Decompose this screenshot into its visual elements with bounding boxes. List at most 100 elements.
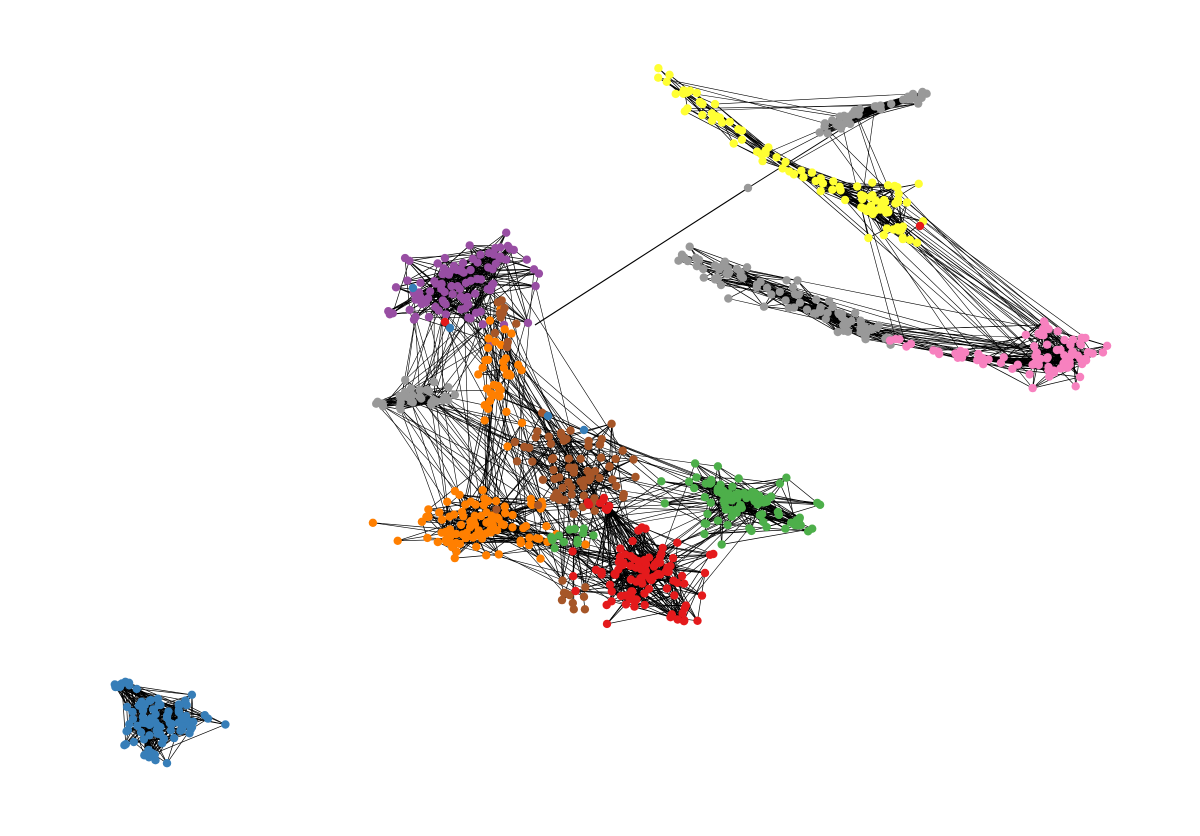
graph-node-pink-cluster [1032,348,1042,357]
graph-node-orange-cluster [466,517,475,527]
graph-edge [684,103,892,112]
graph-node-red-cluster [657,549,666,558]
graph-edge [464,420,486,505]
graph-edge [480,268,535,313]
graph-node-brown-cluster [590,506,599,515]
graph-node-gray-band-cluster [781,296,790,305]
graph-node-yellow-cluster [679,86,688,95]
graph-node-yellow-cluster [737,135,747,144]
graph-node-brown-cluster [629,455,638,464]
graph-node-brown-cluster [492,505,501,514]
graph-node-pink-cluster [951,349,960,358]
graph-node-yellow-cluster [758,156,767,166]
graph-edge [866,210,907,347]
graph-node-orange-cluster [485,316,495,325]
graph-node-red-cluster [619,558,628,568]
graph-node-green-cluster [570,524,580,534]
graph-node-purple-cluster [486,285,495,295]
graph-edge [505,259,522,371]
graph-node-yellow-cluster [772,153,781,162]
graph-node-purple-cluster [400,253,410,263]
graph-node-green-cluster [716,481,725,490]
graph-edge [404,257,444,301]
graph-node-pink-cluster [1076,354,1085,363]
graph-node-yellow-cluster [816,187,825,196]
graph-node-gray-band-cluster [850,308,860,318]
graph-node-yellow-cluster [797,166,806,175]
graph-node-orange-cluster [503,442,512,451]
graph-node-orange-cluster [483,355,493,365]
graph-edge [855,103,919,112]
graph-node-orange-cluster [517,418,527,428]
graph-node-gray-arm-cluster [871,102,881,111]
graph-node-gray-band-cluster [742,263,752,272]
graph-node-yellow-cluster [912,238,922,247]
graph-node-brown-cluster [605,462,614,471]
graph-edge [462,534,585,598]
graph-node-brown-cluster [576,454,585,463]
graph-node-green-cluster [548,536,557,545]
graph-node-orange-cluster [441,527,451,536]
graph-node-red-cluster [616,591,626,601]
graph-edge [382,406,539,506]
graph-edge [871,329,1048,358]
graph-node-orange-cluster [480,494,489,503]
graph-node-pink-cluster [885,336,895,345]
graph-node-yellow-cluster [914,179,923,188]
graph-node-brown-cluster [569,605,578,614]
graph-node-purple-cluster [489,279,498,288]
graph-node-brown-cluster [567,483,576,492]
graph-node-red-cluster [599,496,608,505]
graph-node-purple-cluster [458,258,468,268]
graph-edge [883,234,1019,365]
graph-node-green-cluster [761,495,771,504]
graph-edge [632,540,714,555]
graph-node-purple-cluster [421,298,430,307]
graph-node-gray-band-cluster [782,276,791,285]
graph-node-outlier [579,425,589,435]
graph-edge [658,77,850,117]
graph-edge [517,445,589,462]
graph-node-yellow-cluster [894,189,903,199]
graph-node-yellow-cluster [729,139,738,148]
graph-node-green-cluster [684,477,694,486]
graph-edge [714,278,757,288]
graph-node-purple-cluster [384,307,393,316]
graph-node-gray-band-cluster [720,257,730,266]
graph-edge [634,595,675,602]
graph-node-pink-cluster [1025,370,1034,379]
graph-node-red-cluster [700,568,710,578]
graph-node-brown-cluster [497,296,506,305]
graph-node-purple-cluster [405,305,414,315]
graph-node-red-cluster [697,591,707,600]
graph-node-gray-arm-cluster [838,120,847,130]
graph-node-red-cluster [649,562,659,571]
graph-edge [411,401,588,472]
graph-node-gray-small-cluster [415,385,424,395]
graph-node-brown-cluster [596,453,606,462]
graph-node-purple-cluster [441,310,451,319]
graph-node-gray-small-cluster [406,384,416,393]
graph-node-gray-small-cluster [408,390,417,400]
graph-node-orange-cluster [368,518,378,527]
graph-node-yellow-cluster [662,77,671,87]
graph-node-orange-cluster [478,486,487,495]
graph-node-blue-component [128,707,137,717]
graph-node-yellow-cluster [898,222,908,231]
graph-edge [1032,376,1081,389]
graph-edge [664,503,705,524]
graph-node-green-cluster [755,511,764,520]
graph-node-yellow-cluster [836,186,845,195]
graph-node-outlier [543,411,553,421]
graph-node-gray-band-cluster [685,242,694,251]
graph-edge [509,248,529,324]
graph-node-gray-small-cluster [427,400,436,409]
graph-node-orange-cluster [486,515,496,524]
graph-node-gray-band-cluster [824,296,834,306]
graph-node-orange-cluster [482,384,492,393]
graph-node-brown-cluster [503,337,512,347]
graph-node-orange-cluster [491,496,501,506]
graph-node-orange-cluster [393,536,402,545]
graph-node-blue-component [138,718,148,727]
